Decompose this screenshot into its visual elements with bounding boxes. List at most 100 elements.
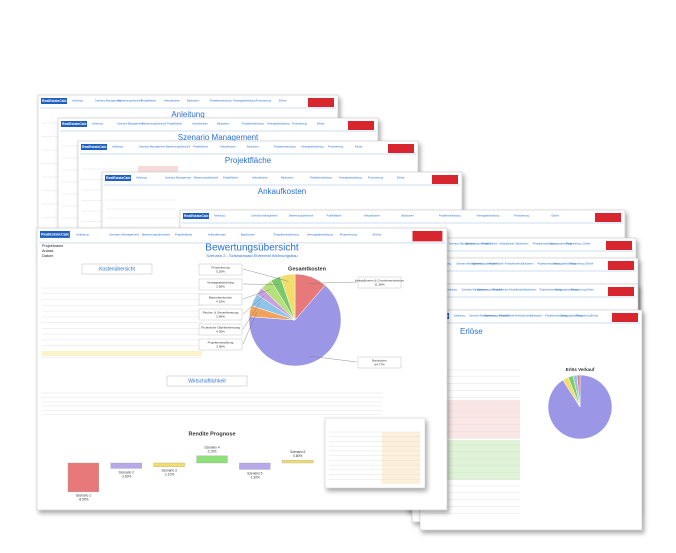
- nav-item: Projektfläche: [175, 233, 193, 237]
- leader-line: [242, 289, 271, 300]
- nav-item: Baukosten: [524, 288, 537, 292]
- pie-label: Finanzierung: [212, 265, 230, 269]
- info-label: Datum: [42, 254, 53, 258]
- label-box: [198, 293, 243, 306]
- nav-item: Erlöse: [591, 314, 599, 318]
- nav-item: Projektfläche: [489, 262, 505, 266]
- nav-item: Bewertungsübersicht: [484, 314, 509, 318]
- pie-slice: [248, 284, 342, 367]
- nav-item: Anleitung: [214, 214, 225, 218]
- bar: [153, 462, 185, 467]
- nav-item: Vertragsabwicklung: [477, 214, 500, 218]
- pie-label: Ankaufkosten & Grunderwerbsteuer: [355, 278, 404, 282]
- brand-badge: [608, 261, 634, 270]
- logo: RealEstateCalc: [106, 176, 131, 180]
- bar-category: Szenario 2: [119, 470, 134, 474]
- nav-item: Projektentwicklung: [439, 214, 461, 218]
- nav-item: Anleitung: [454, 314, 465, 318]
- nav-item: Finanzierung: [570, 262, 586, 266]
- sheet-title: Ankaufkosten: [258, 187, 306, 196]
- sheet-title: Anleitung: [171, 110, 204, 119]
- brand-badge: [606, 241, 632, 250]
- nav-item: Szenario Management: [95, 99, 121, 103]
- bar-category: Szenario 1: [76, 494, 91, 498]
- info-label: Projektname: [42, 244, 63, 248]
- nav-item: Szenario Management: [117, 122, 143, 126]
- nav-item: Finanzierung: [368, 176, 384, 180]
- info-label: Anlass: [42, 249, 53, 253]
- nav-item: Erlöse: [586, 262, 594, 266]
- pie-title: Gesamtkosten: [288, 266, 327, 272]
- nav-item: Anleitung: [72, 99, 83, 103]
- pie-value: 64.77%: [374, 363, 385, 367]
- nav-item: Ankaufkosten: [508, 288, 524, 292]
- section-title: Wirtschaftlichkeit: [188, 378, 226, 384]
- logo-box: [183, 213, 209, 219]
- nav-item: Anleitung: [92, 122, 103, 126]
- nav-item: Erlöse: [583, 242, 591, 246]
- front-sheet: RealEstateCalc Anleitung Szenario Manageme…: [36, 227, 448, 511]
- nav-item: Finanzierung: [576, 314, 592, 318]
- nav-item: Anleitung: [136, 176, 147, 180]
- section-box: [81, 263, 153, 275]
- brand-badge: [348, 121, 374, 130]
- nav-item: Bewertungsübersicht: [289, 214, 314, 218]
- pie-label: Projektentwicklung: [208, 340, 234, 344]
- brand-badge: [308, 98, 334, 107]
- logo-box: [61, 121, 87, 127]
- brand-badge: [432, 175, 458, 184]
- nav-item: Bewertungsübersicht: [477, 288, 502, 292]
- nav-item: Projektentwicklung: [540, 288, 562, 292]
- pie-slice: [547, 374, 613, 440]
- label-box: [198, 323, 243, 336]
- pie-value: 4.30%: [216, 330, 225, 334]
- section-box: [166, 375, 248, 387]
- nav-item: Projektentwicklung: [274, 145, 296, 149]
- pie-label: Baunebenkosten: [209, 295, 233, 299]
- nav-item: Bewertungsübersicht: [142, 233, 170, 237]
- pie-value: 4.10%: [216, 300, 225, 304]
- nav-item: Vertragsabwicklung: [553, 262, 576, 266]
- logo: RealEstateCalc: [42, 99, 67, 103]
- bar-value: 2.10%: [207, 450, 216, 454]
- pie-value: 2.80%: [216, 315, 225, 319]
- nav-item: Ankaufkosten: [515, 314, 531, 318]
- nav-item: Baukosten: [516, 242, 529, 246]
- logo: RealEstateCalc: [62, 122, 87, 126]
- brand-badge: [388, 144, 414, 153]
- nav-item: Vertragsabwicklung: [301, 145, 324, 149]
- logo: RealEstateCalc: [41, 231, 70, 236]
- nav-item: Baukosten: [530, 314, 543, 318]
- label-box: [198, 263, 243, 276]
- nav-item: Anleitung: [76, 233, 89, 237]
- sheet-title: Projektfläche: [225, 156, 272, 165]
- nav-item: Projektentwicklung: [274, 233, 299, 237]
- section-title: Kostenübersicht: [99, 266, 135, 272]
- nav-item: Szenario Management: [449, 242, 475, 246]
- nav-item: Vertragsabwicklung: [339, 176, 362, 180]
- leader-line: [308, 281, 358, 284]
- nav-item: Finanzierung: [571, 288, 587, 292]
- pie-value: 5.20%: [216, 270, 225, 274]
- nav-item: Projektfläche: [327, 214, 343, 218]
- nav-item: Projektentwicklung: [310, 176, 332, 180]
- bar: [196, 455, 228, 464]
- total-row: [42, 351, 202, 356]
- logo: RealEstateCalc: [184, 214, 209, 218]
- nav-item: Szenario Management: [462, 288, 488, 292]
- chart-title: Erlös Verkauf: [566, 367, 595, 372]
- leader-line: [309, 355, 358, 363]
- pie-value: 3.50%: [216, 285, 225, 289]
- nav-item: Baukosten: [187, 99, 200, 103]
- nav-item: Bewertungsübersicht: [118, 99, 143, 103]
- nav-item: Ankaufkosten: [505, 262, 521, 266]
- brand-badge: [412, 231, 443, 242]
- nav-item: Bewertungsübersicht: [166, 145, 191, 149]
- nav-item: Finanzierung: [328, 145, 344, 149]
- nav-item: Baukosten: [241, 233, 255, 237]
- nav-item: Projektfläche: [493, 288, 509, 292]
- nav-item: Ankaufkosten: [220, 145, 236, 149]
- nav-item: Erlöse: [355, 145, 363, 149]
